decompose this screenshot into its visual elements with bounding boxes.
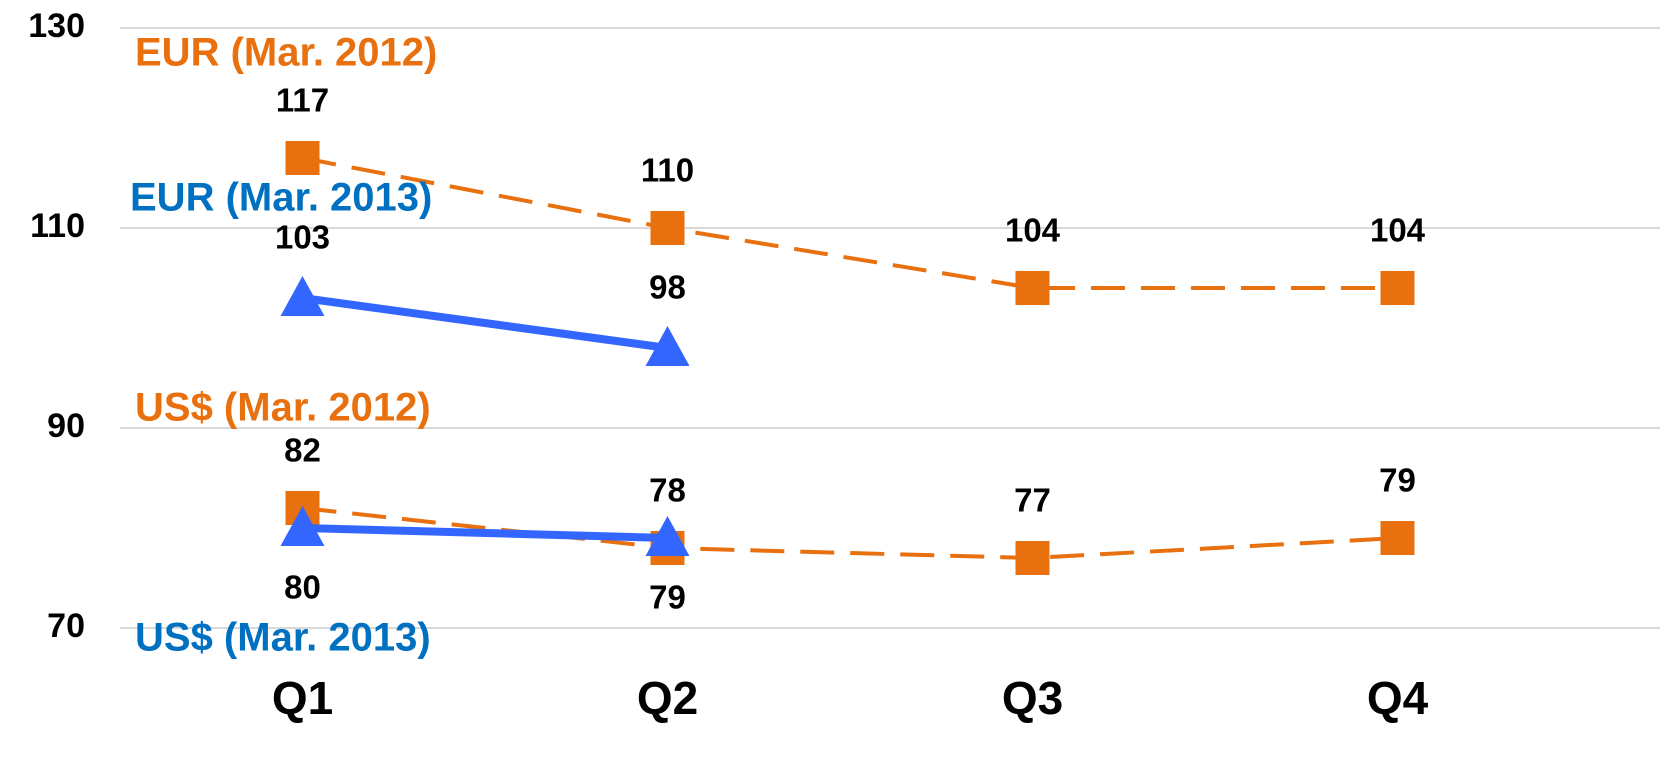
- data-label: 110: [641, 152, 694, 189]
- data-label: 79: [649, 579, 686, 616]
- marker: [1380, 271, 1415, 305]
- y-tick-label: 90: [47, 407, 85, 445]
- data-label: 77: [1014, 482, 1051, 519]
- marker: [1380, 521, 1415, 555]
- marker: [1015, 541, 1050, 575]
- data-label: 80: [284, 569, 321, 606]
- series-label: US$ (Mar. 2013): [135, 616, 431, 660]
- series-label: EUR (Mar. 2013): [130, 176, 432, 220]
- data-label: 78: [649, 472, 686, 509]
- series-line: [302, 156, 1398, 290]
- y-tick-label: 70: [47, 607, 85, 645]
- x-tick-label: Q1: [272, 672, 333, 724]
- marker: [280, 276, 325, 316]
- data-label: 104: [1370, 212, 1426, 249]
- series-line: [302, 506, 1398, 561]
- marker: [280, 506, 325, 546]
- data-label: 82: [284, 432, 321, 469]
- data-label: 79: [1379, 462, 1416, 499]
- x-tick-label: Q4: [1367, 672, 1429, 724]
- data-label: 103: [275, 219, 330, 256]
- series-label: EUR (Mar. 2012): [135, 31, 437, 75]
- series-label: US$ (Mar. 2012): [135, 386, 431, 430]
- y-tick-label: 110: [30, 207, 85, 245]
- series-line: [302, 524, 668, 542]
- marker: [1015, 271, 1050, 305]
- x-tick-label: Q3: [1002, 672, 1063, 724]
- data-label: 104: [1005, 212, 1061, 249]
- marker: [285, 141, 320, 175]
- marker: [645, 326, 690, 366]
- marker: [645, 516, 690, 556]
- data-label: 98: [649, 269, 686, 306]
- x-tick-label: Q2: [637, 672, 698, 724]
- marker: [650, 211, 685, 245]
- y-tick-label: 130: [28, 7, 85, 45]
- data-label: 117: [276, 82, 329, 119]
- series-line: [301, 294, 669, 352]
